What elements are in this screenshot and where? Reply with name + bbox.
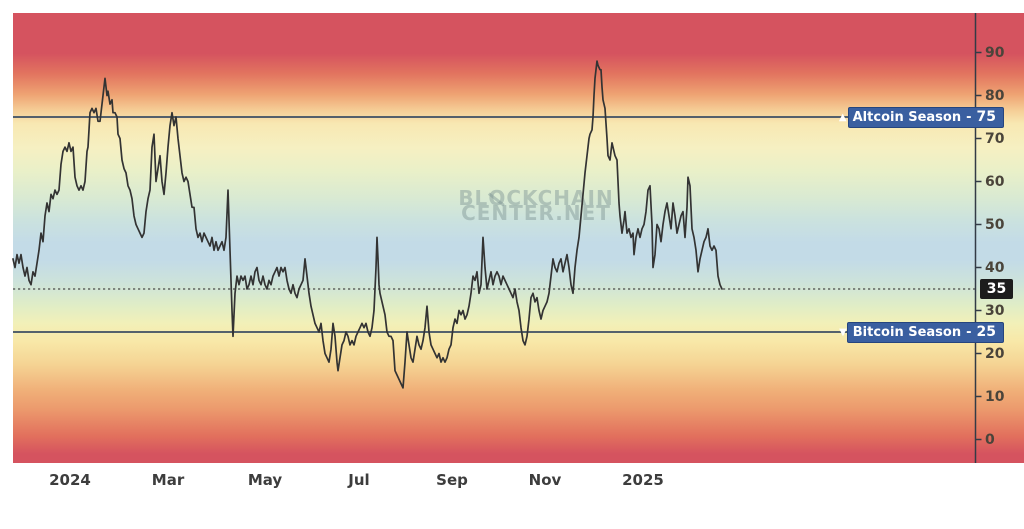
chart-gradient-background [13,13,1024,463]
bitcoin-season-label: Bitcoin Season [852,324,962,340]
altcoin-season-badge: ▲ Altcoin Season - 75 [839,106,1004,128]
x-tick-label: Jul [348,471,370,489]
bitcoin-threshold-value: 25 [976,324,996,340]
x-tick-label: Nov [528,471,562,489]
y-tick-label: 70 [985,130,1005,147]
x-tick-label: Mar [151,471,185,489]
y-tick-label: 0 [985,431,995,448]
x-tick-label: 2024 [49,471,91,489]
altcoin-season-label: Altcoin Season [852,109,962,125]
x-tick-label: May [247,471,283,489]
bitcoin-season-badge: ▼ Bitcoin Season - 25 [839,321,1004,343]
y-tick-label: 80 [985,87,1005,104]
y-tick-label: 30 [985,302,1005,319]
y-axis [974,13,982,463]
y-tick-label: 40 [985,259,1005,276]
separator-dash: - [966,109,972,125]
down-triangle-icon: ▼ [839,326,847,338]
index-line-series [12,60,723,389]
altcoin-threshold-value: 75 [976,109,996,125]
current-value-badge: 35 [980,279,1013,299]
y-tick-label: 60 [985,173,1005,190]
x-tick-label: 2025 [622,471,664,489]
y-tick-label: 10 [985,388,1005,405]
x-tick-label: Sep [436,471,468,489]
threshold-lines [13,116,976,333]
y-tick-label: 50 [985,216,1005,233]
y-tick-label: 20 [985,345,1005,362]
up-triangle-icon: ▲ [838,111,847,123]
y-tick-label: 90 [985,44,1005,61]
separator-dash: - [966,324,972,340]
